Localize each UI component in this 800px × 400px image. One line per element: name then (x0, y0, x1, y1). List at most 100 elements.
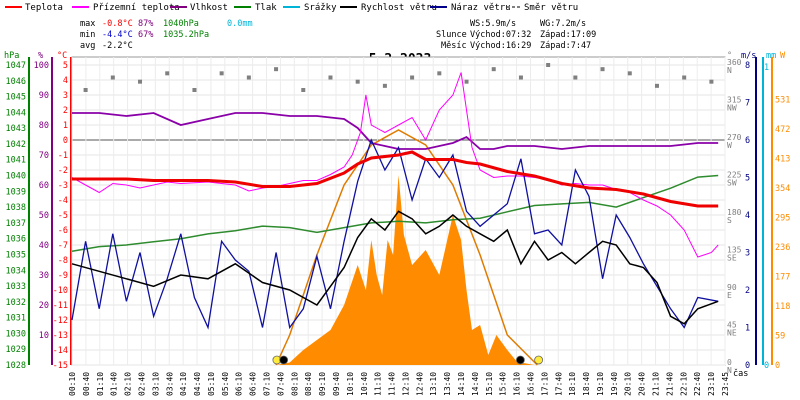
time-tick-label: 05:40 (221, 372, 230, 396)
wind-direction-point (246, 75, 251, 80)
temp-tick-label: 5 (63, 61, 68, 71)
legend-item-humidity: Vlhkost (170, 3, 228, 13)
legend: Teplota Přízemní teplota Vlhkost Tlak Sr… (5, 3, 578, 13)
humidity-tick-label: 80 (39, 121, 49, 131)
solar-tick-label: 413 (775, 155, 790, 165)
wind-direction-point (192, 88, 197, 92)
temp-tick-label: -4 (58, 196, 68, 206)
direction-tick-deg: 90 (727, 283, 737, 292)
time-tick-label: 02:10 (124, 372, 133, 396)
solar-tick-label: 0 (775, 361, 780, 371)
sun-rise: Východ:07:32 (470, 30, 531, 40)
pressure-tick-label: 1043 (6, 124, 26, 134)
temp-tick-label: 0 (63, 136, 68, 146)
pressure-tick-label: 1029 (6, 345, 26, 355)
humidity-tick-label: 50 (39, 211, 49, 221)
temp-tick-label: -5 (58, 211, 68, 221)
time-tick-label: 17:10 (540, 372, 549, 396)
time-tick-label: 13:10 (429, 372, 438, 396)
pressure-tick-label: 1030 (6, 329, 26, 339)
time-tick-label: 23:45 (721, 372, 730, 396)
solar-tick-label: 236 (775, 243, 790, 253)
stat-max-pressure: 1040hPa (163, 19, 199, 29)
wind-direction-point (110, 75, 115, 80)
sun-set: Západ:17:09 (540, 30, 596, 40)
temp-tick-label: -13 (53, 331, 68, 341)
moon-rise: Východ:16:29 (470, 41, 531, 51)
mm-unit: mm (766, 51, 776, 61)
time-tick-label: 15:40 (499, 372, 508, 396)
time-tick-label: 16:10 (513, 372, 522, 396)
time-tick-label: 09:10 (318, 372, 327, 396)
legend-label: Tlak (255, 3, 277, 13)
moon-label: Měsíc (441, 41, 467, 51)
time-tick-label: 21:10 (652, 372, 661, 396)
solar-tick-label: 118 (775, 302, 790, 312)
legend-item-temperature: Teplota (5, 3, 63, 13)
moonset-marker (279, 355, 289, 365)
time-tick-label: 22:40 (693, 372, 702, 396)
direction-tick-deg: 135 (727, 246, 742, 255)
time-tick-label: 05:10 (207, 372, 216, 396)
wind-direction-point (518, 75, 523, 80)
time-tick-label: 04:10 (179, 372, 188, 396)
humidity-tick-label: 20 (39, 301, 49, 311)
temp-tick-label: -6 (58, 226, 68, 236)
direction-tick-name: SW (727, 179, 737, 188)
stat-max-label: max (80, 19, 95, 29)
wind-direction-point (138, 79, 143, 84)
wind-tick-label: 0 (745, 361, 750, 371)
solar-tick-label: 59 (775, 332, 785, 342)
time-tick-label: 20:10 (624, 372, 633, 396)
legend-item-precipitation: Srážky (283, 3, 337, 13)
stat-min-humidity: 67% (138, 30, 153, 40)
series-solar-radiation (276, 175, 535, 365)
time-unit: čas (733, 368, 748, 379)
time-tick-label: 08:40 (304, 372, 313, 396)
time-tick-label: 04:40 (193, 372, 202, 396)
series-wind-gust (71, 138, 719, 330)
pressure-tick-label: 1037 (6, 219, 26, 229)
time-tick-label: 00:40 (82, 372, 91, 396)
legend-label: Vlhkost (190, 3, 228, 13)
time-tick-label: 01:40 (110, 372, 119, 396)
direction-tick-deg: 315 (727, 96, 742, 105)
time-tick-label: 16:40 (526, 372, 535, 396)
time-tick-label: 06:40 (249, 372, 258, 396)
humidity-tick-label: 100 (34, 61, 49, 71)
wind-tick-label: 6 (745, 136, 750, 146)
time-tick-label: 11:10 (374, 372, 383, 396)
deg-unit: ° (727, 51, 732, 61)
degc-unit: °C (57, 51, 67, 61)
time-tick-label: 11:40 (388, 372, 397, 396)
wind-direction-point (437, 71, 442, 76)
time-tick-label: 09:40 (332, 372, 341, 396)
temp-tick-label: 3 (63, 91, 68, 101)
direction-tick-name: S (727, 216, 732, 225)
sun-label: Slunce (436, 30, 467, 40)
solar-tick-label: 295 (775, 214, 790, 224)
temp-tick-label: -7 (58, 241, 68, 251)
time-tick-label: 06:10 (235, 372, 244, 396)
wind-direction-point (219, 71, 224, 76)
pressure-tick-label: 1039 (6, 187, 26, 197)
temp-tick-label: -14 (53, 346, 68, 356)
temp-tick-label: 2 (63, 106, 68, 116)
temp-tick-label: -10 (53, 286, 68, 296)
solar-tick-label: 472 (775, 125, 790, 135)
moon-set: Západ:7:47 (540, 41, 591, 51)
time-tick-label: 17:40 (554, 372, 563, 396)
legend-label: Teplota (25, 3, 63, 13)
time-tick-label: 08:10 (290, 372, 299, 396)
wind-direction-point (573, 75, 578, 80)
temp-tick-label: -9 (58, 271, 68, 281)
humidity-tick-label: 40 (39, 241, 49, 251)
wind-ws: WS:5.9m/s (470, 19, 516, 29)
direction-tick-deg: 225 (727, 171, 742, 180)
temp-tick-label: -15 (53, 361, 68, 371)
time-tick-label: 02:40 (137, 372, 146, 396)
pressure-tick-label: 1035 (6, 250, 26, 260)
time-tick-label: 07:40 (276, 372, 285, 396)
stat-min-temp: -4.4°C (102, 30, 133, 40)
wind-tick-label: 1 (745, 324, 750, 334)
